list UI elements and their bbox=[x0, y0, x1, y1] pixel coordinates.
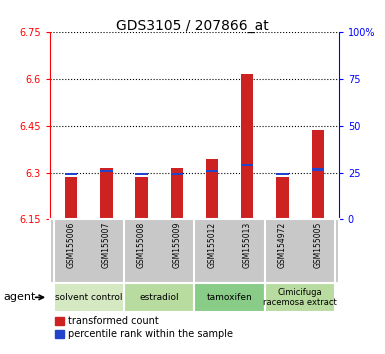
Bar bbox=[265, 283, 335, 312]
Bar bbox=[54, 283, 124, 312]
Bar bbox=[276, 173, 289, 175]
Bar bbox=[100, 168, 112, 219]
Text: solvent control: solvent control bbox=[55, 293, 122, 302]
Text: GSM155006: GSM155006 bbox=[67, 221, 76, 268]
Legend: transformed count, percentile rank within the sample: transformed count, percentile rank withi… bbox=[55, 316, 233, 339]
Bar bbox=[206, 159, 218, 219]
Text: GSM155009: GSM155009 bbox=[172, 221, 181, 268]
Bar bbox=[65, 177, 77, 219]
Text: agent: agent bbox=[4, 292, 36, 302]
Text: GSM155008: GSM155008 bbox=[137, 221, 146, 268]
Bar bbox=[206, 170, 218, 172]
Text: estradiol: estradiol bbox=[139, 293, 179, 302]
Text: Cimicifuga
racemosa extract: Cimicifuga racemosa extract bbox=[263, 288, 337, 307]
Bar bbox=[136, 177, 148, 219]
Bar bbox=[136, 173, 148, 175]
Bar bbox=[171, 173, 183, 175]
Text: GSM155007: GSM155007 bbox=[102, 221, 111, 268]
Bar bbox=[241, 164, 253, 166]
Bar bbox=[194, 283, 265, 312]
Text: GDS3105 / 207866_at: GDS3105 / 207866_at bbox=[116, 19, 269, 34]
Text: GSM155013: GSM155013 bbox=[243, 221, 252, 268]
Bar bbox=[241, 74, 253, 219]
Bar bbox=[311, 168, 324, 171]
Bar bbox=[311, 130, 324, 219]
Text: GSM155012: GSM155012 bbox=[208, 221, 216, 268]
Bar bbox=[124, 283, 194, 312]
Text: GSM155005: GSM155005 bbox=[313, 221, 322, 268]
Text: tamoxifen: tamoxifen bbox=[207, 293, 253, 302]
Bar bbox=[171, 168, 183, 219]
Text: GSM154972: GSM154972 bbox=[278, 221, 287, 268]
Bar bbox=[276, 177, 289, 219]
Bar bbox=[65, 173, 77, 175]
Bar bbox=[100, 170, 112, 172]
